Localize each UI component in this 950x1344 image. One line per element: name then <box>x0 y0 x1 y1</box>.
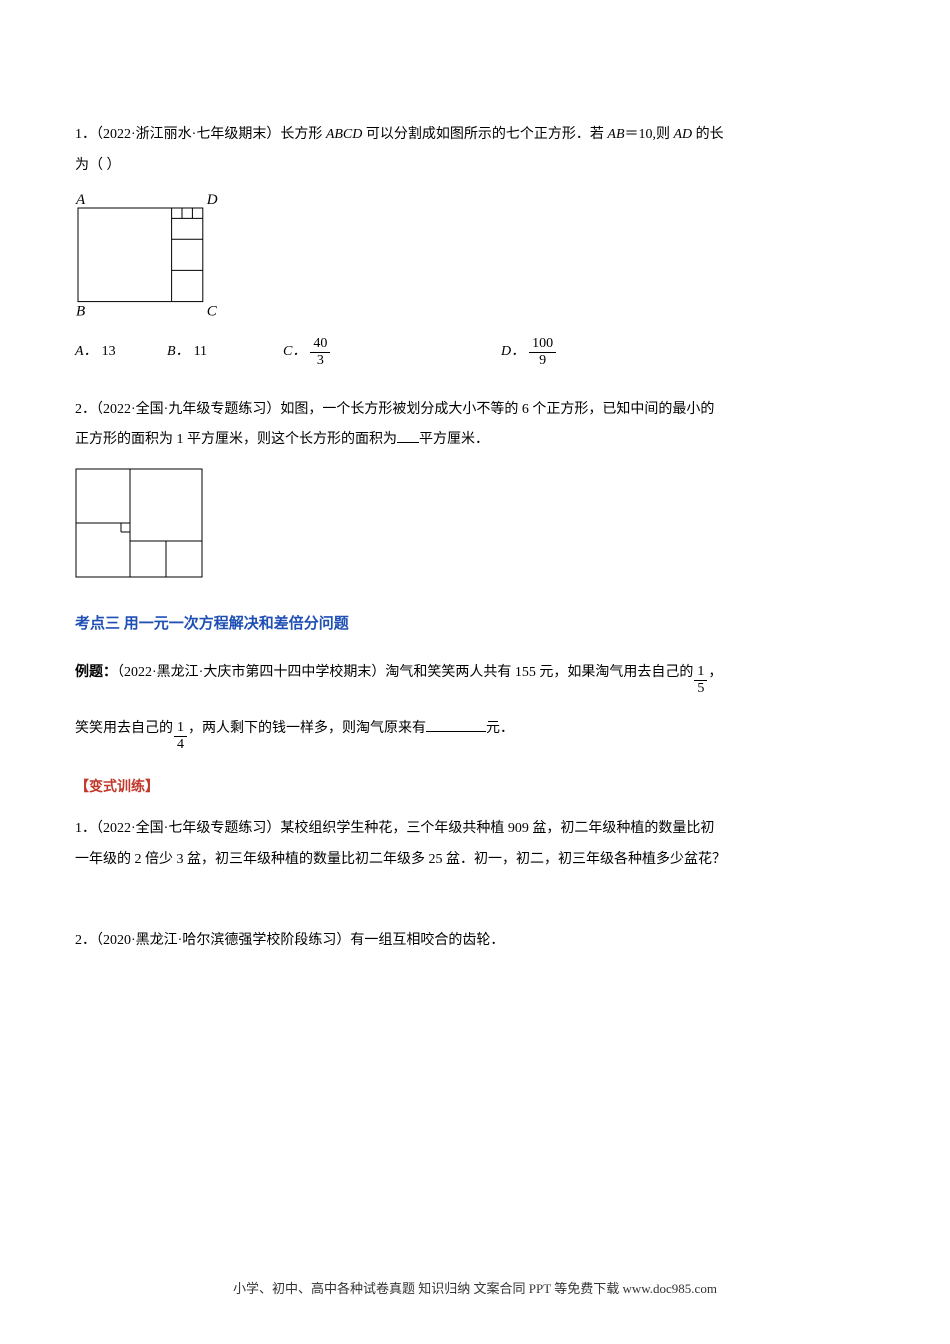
example-blank <box>426 718 486 732</box>
example-a: （2022·黑龙江·大庆市第四十四中学校期末）淘气和笑笑两人共有 155 元，如… <box>117 665 693 680</box>
v2-text: 2．（2020·黑龙江·哈尔滨德强学校阶段练习）有一组互相咬合的齿轮． <box>75 926 875 957</box>
example-line1: 例题：（2022·黑龙江·大庆市第四十四中学校期末）淘气和笑笑两人共有 155 … <box>75 655 875 698</box>
section-3-title: 考点三 用一元一次方程解决和差倍分问题 <box>75 608 875 641</box>
example-frac1: 1 5 <box>694 664 707 698</box>
q1-line1: 1．（2022·浙江丽水·七年级期末）长方形 ABCD 可以分割成如图所示的七个… <box>75 120 875 151</box>
q1-opt-d-num: 100 <box>529 337 556 353</box>
q1-opt-d-frac: 100 9 <box>529 337 556 368</box>
ex-frac2-den: 4 <box>177 737 184 752</box>
q2-blank <box>397 429 419 443</box>
q1-opt-d-label: D． <box>501 337 525 368</box>
q1-opt-b-value: 11 <box>194 337 207 368</box>
v1-line1: 1．（2022·全国·七年级专题练习）某校组织学生种花，三个年级共种植 909 … <box>75 814 875 845</box>
q2-text-c: 平方厘米． <box>419 432 489 447</box>
svg-text:B: B <box>76 303 85 319</box>
question-1: 1．（2022·浙江丽水·七年级期末）长方形 ABCD 可以分割成如图所示的七个… <box>75 120 875 371</box>
q1-opt-b-label: B． <box>167 337 190 368</box>
q1-text-d: 的长 <box>692 127 724 142</box>
q1-opt-c-label: C． <box>283 337 306 368</box>
q1-text-c: 则 <box>656 127 674 142</box>
q1-options: A． 13 B． 11 C． 40 3 D． 100 9 <box>75 335 875 371</box>
q1-text-b: 可以分割成如图所示的七个正方形．若 <box>362 127 607 142</box>
q1-ad: AD <box>674 127 693 142</box>
q1-text-a: 1．（2022·浙江丽水·七年级期末）长方形 <box>75 127 326 142</box>
example-frac2: 1 4 <box>174 720 187 754</box>
svg-text:C: C <box>207 303 218 319</box>
ex-frac2-num: 1 <box>174 721 187 737</box>
footer-text: 小学、初中、高中各种试卷真题 知识归纳 文案合同 PPT 等免费下载 <box>233 1281 622 1296</box>
svg-text:A: A <box>75 192 86 208</box>
example-line2: 笑笑用去自己的 1 4 ，两人剩下的钱一样多，则淘气原来有 元． <box>75 712 875 754</box>
q1-opt-a: A． 13 <box>75 337 116 368</box>
example-line2-c: 元． <box>486 721 514 736</box>
q1-abcd: ABCD <box>326 127 363 142</box>
page-footer: 小学、初中、高中各种试卷真题 知识归纳 文案合同 PPT 等免费下载 www.d… <box>0 1275 950 1304</box>
q1-line2: 为（ ） <box>75 151 875 182</box>
q1-opt-a-value: 13 <box>102 337 116 368</box>
q1-eq: ＝10, <box>625 127 657 142</box>
example-line2-a: 笑笑用去自己的 <box>75 721 173 736</box>
q2-diagram <box>75 468 875 578</box>
variant-2: 2．（2020·黑龙江·哈尔滨德强学校阶段练习）有一组互相咬合的齿轮． <box>75 926 875 957</box>
q1-opt-d-den: 9 <box>539 353 546 368</box>
q1-opt-c: C． 40 3 <box>283 337 330 368</box>
q2-line1: 2．（2022·全国·九年级专题练习）如图，一个长方形被划分成大小不等的 6 个… <box>75 395 875 426</box>
q1-opt-d: D． 100 9 <box>501 337 556 368</box>
example-line2-b: ，两人剩下的钱一样多，则淘气原来有 <box>188 721 426 736</box>
example-comma: ， <box>708 665 722 680</box>
question-2: 2．（2022·全国·九年级专题练习）如图，一个长方形被划分成大小不等的 6 个… <box>75 395 875 579</box>
v1-line2: 一年级的 2 倍少 3 盆，初三年级种植的数量比初二年级多 25 盆．初一，初二… <box>75 845 875 876</box>
q2-text-b: 正方形的面积为 1 平方厘米，则这个长方形的面积为 <box>75 432 397 447</box>
q1-opt-c-den: 3 <box>317 353 324 368</box>
ex-frac1-num: 1 <box>694 665 707 681</box>
q1-opt-a-label: A． <box>75 337 98 368</box>
example-label: 例题： <box>75 663 117 679</box>
q1-opt-c-frac: 40 3 <box>310 337 330 368</box>
svg-text:D: D <box>206 192 218 208</box>
q2-line2: 正方形的面积为 1 平方厘米，则这个长方形的面积为 平方厘米． <box>75 425 875 456</box>
variant-1: 1．（2022·全国·七年级专题练习）某校组织学生种花，三个年级共种植 909 … <box>75 814 875 876</box>
example-problem: 例题：（2022·黑龙江·大庆市第四十四中学校期末）淘气和笑笑两人共有 155 … <box>75 655 875 753</box>
q1-opt-c-num: 40 <box>310 337 330 353</box>
q1-opt-b: B． 11 <box>167 337 207 368</box>
q1-diagram: A D B C <box>75 190 875 325</box>
q1-ab: AB <box>607 127 624 142</box>
variant-title: 【变式训练】 <box>75 773 875 804</box>
footer-url: www.doc985.com <box>622 1281 716 1296</box>
ex-frac1-den: 5 <box>697 681 704 696</box>
